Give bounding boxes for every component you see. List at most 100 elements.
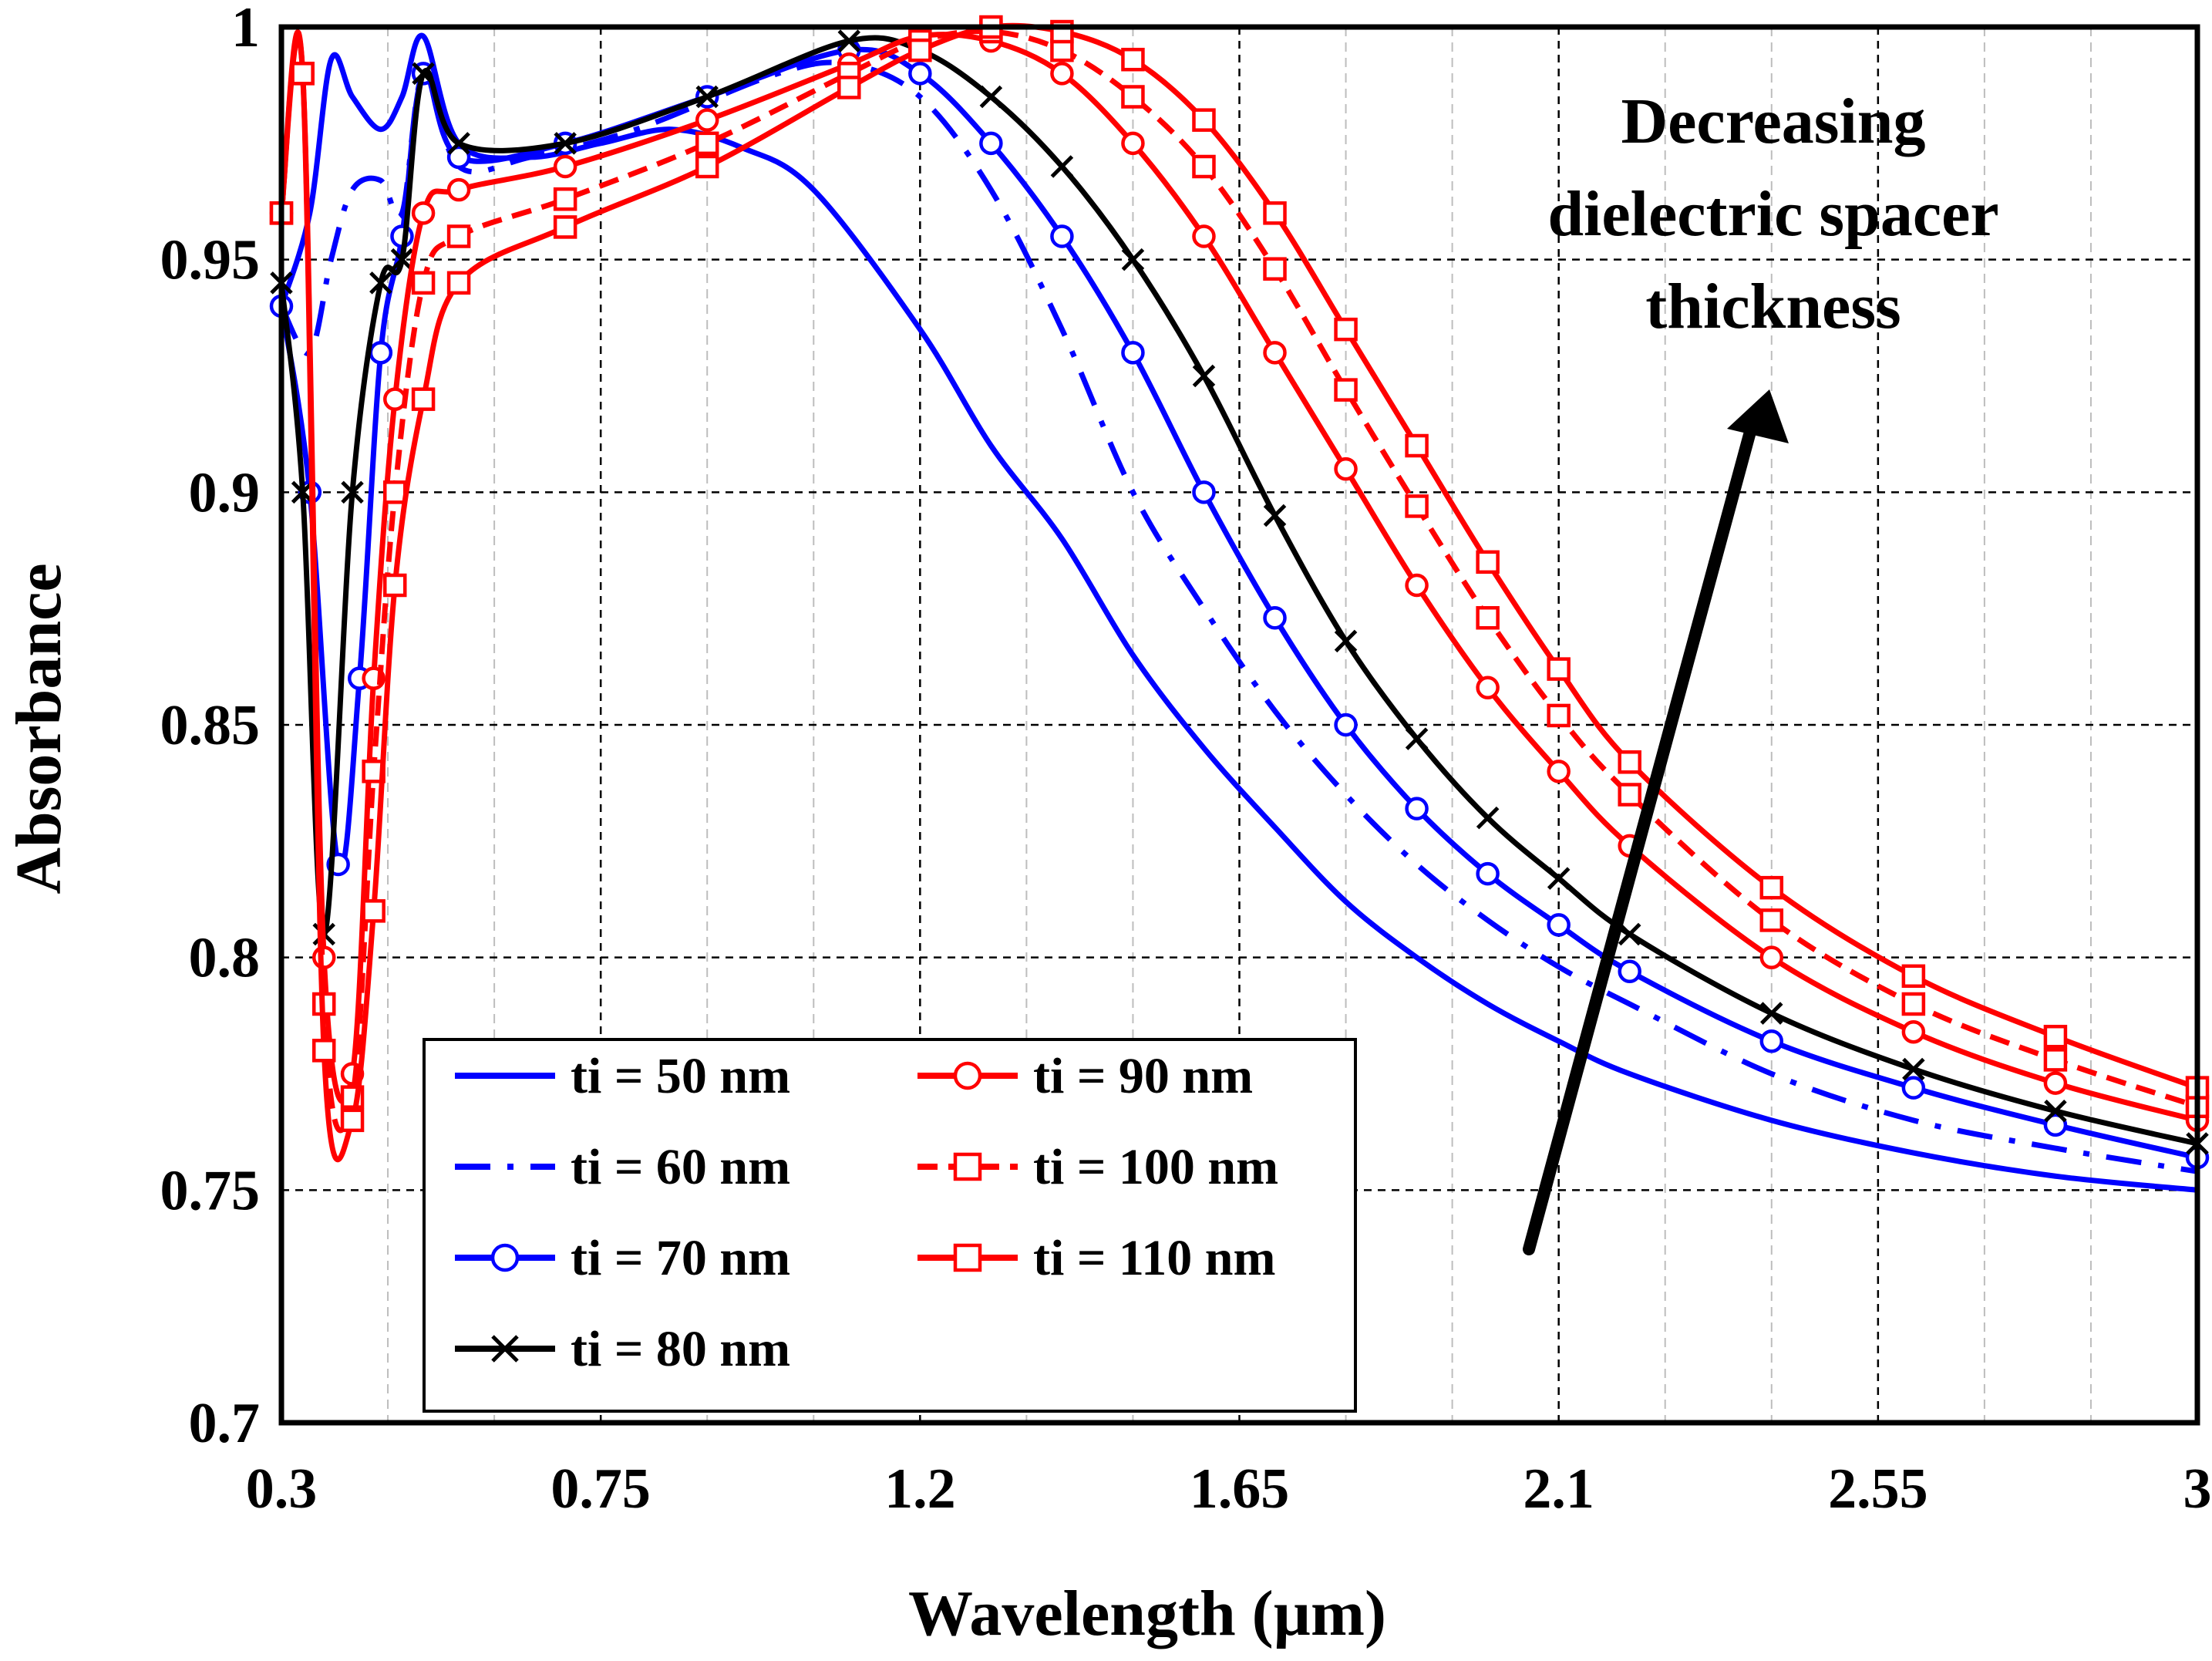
x-tick-label: 1.2 bbox=[884, 1457, 956, 1521]
data-point bbox=[1547, 703, 1571, 728]
data-point bbox=[1547, 760, 1571, 783]
data-point bbox=[362, 899, 386, 923]
data-point bbox=[1121, 341, 1145, 365]
data-point bbox=[695, 108, 719, 132]
data-point bbox=[837, 29, 861, 52]
tick-labels: 0.3 0.75 1.2 1.65 2.1 2.55 3 0.7 0.75 0.8 0.85 0.9 0… bbox=[160, 0, 2212, 1521]
legend-label: ti = 70 nm bbox=[571, 1230, 790, 1286]
legend-label: ti = 110 nm bbox=[1033, 1230, 1275, 1286]
data-point bbox=[1901, 964, 1926, 989]
x-tick-label: 0.3 bbox=[246, 1457, 318, 1521]
data-point bbox=[1759, 1029, 1784, 1053]
legend-item: ti = 80 nm bbox=[455, 1321, 790, 1377]
data-point bbox=[1192, 154, 1216, 179]
y-tick-label: 0.7 bbox=[189, 1392, 261, 1455]
y-tick-label: 0.75 bbox=[160, 1159, 261, 1222]
data-point bbox=[2043, 1024, 2068, 1049]
data-point bbox=[411, 201, 436, 225]
series-line bbox=[278, 46, 2198, 1161]
data-point bbox=[446, 271, 471, 295]
data-point bbox=[412, 62, 435, 86]
data-point bbox=[1476, 550, 1500, 574]
data-point bbox=[2043, 1048, 2068, 1072]
series-line bbox=[278, 29, 2199, 1134]
x-axis-title: Wavelength (µm) bbox=[908, 1578, 1386, 1649]
data-point bbox=[1901, 1019, 1926, 1044]
data-point bbox=[1547, 657, 1571, 681]
annotation-line-3: thickness bbox=[1645, 271, 1901, 342]
legend-box bbox=[423, 1038, 1357, 1413]
data-point bbox=[383, 480, 407, 504]
data-point bbox=[446, 224, 471, 248]
data-point bbox=[1618, 783, 1641, 807]
x-tick-label: 3 bbox=[2183, 1457, 2212, 1521]
data-point bbox=[1405, 433, 1429, 458]
data-point bbox=[1263, 257, 1287, 281]
data-point bbox=[383, 573, 407, 598]
data-point bbox=[411, 387, 436, 411]
data-point bbox=[1263, 341, 1287, 365]
legend-label: ti = 80 nm bbox=[571, 1321, 790, 1377]
x-tick-label: 1.65 bbox=[1190, 1457, 1290, 1521]
y-tick-label: 1 bbox=[231, 0, 260, 59]
legend-label: ti = 100 nm bbox=[1033, 1139, 1278, 1195]
data-point bbox=[979, 85, 1003, 109]
series-4 bbox=[269, 24, 2210, 1133]
x-tick-label: 2.55 bbox=[1828, 1457, 1928, 1521]
data-point bbox=[340, 1108, 365, 1133]
grid bbox=[281, 27, 2197, 1423]
data-point bbox=[1476, 605, 1500, 630]
data-point bbox=[1263, 201, 1287, 225]
data-point bbox=[953, 1152, 982, 1181]
data-point bbox=[979, 131, 1003, 156]
data-point bbox=[953, 1061, 982, 1090]
data-point bbox=[369, 341, 393, 365]
data-point bbox=[1263, 504, 1287, 527]
plot-frame bbox=[278, 24, 2200, 1426]
legend-item: ti = 90 nm bbox=[917, 1048, 1253, 1104]
data-point bbox=[1192, 108, 1216, 132]
data-point bbox=[1759, 908, 1784, 932]
data-point bbox=[390, 248, 414, 271]
data-point bbox=[1902, 1057, 1925, 1081]
legend-item: ti = 70 nm bbox=[455, 1230, 790, 1286]
annotation-line-1: Decreasing bbox=[1621, 86, 1925, 157]
legend-item: ti = 60 nm bbox=[455, 1139, 790, 1195]
data-point bbox=[1405, 494, 1429, 518]
series-line bbox=[278, 22, 2199, 1163]
data-point bbox=[1901, 992, 1926, 1016]
data-point bbox=[446, 145, 471, 170]
data-point bbox=[1405, 797, 1429, 820]
data-point bbox=[1405, 573, 1429, 598]
data-point bbox=[1334, 317, 1358, 342]
data-point bbox=[491, 1335, 519, 1363]
data-point bbox=[553, 154, 577, 179]
data-point bbox=[291, 62, 315, 86]
annotation-arrow-shaft bbox=[1523, 426, 1756, 1255]
data-point bbox=[1759, 945, 1784, 969]
data-point bbox=[1547, 867, 1571, 890]
x-tick-label: 2.1 bbox=[1523, 1457, 1594, 1521]
data-point bbox=[1759, 875, 1784, 900]
data-point bbox=[695, 85, 719, 109]
data-point bbox=[1547, 913, 1571, 937]
data-point bbox=[1121, 131, 1145, 156]
data-point bbox=[447, 132, 470, 155]
data-point bbox=[1618, 922, 1641, 946]
data-point bbox=[837, 76, 861, 99]
legend-item: ti = 110 nm bbox=[917, 1230, 1275, 1286]
data-point bbox=[1050, 38, 1074, 62]
series-0 bbox=[278, 32, 2198, 1193]
data-point bbox=[1334, 629, 1358, 653]
data-point bbox=[1192, 480, 1216, 504]
data-point bbox=[446, 177, 471, 202]
legend-item: ti = 50 nm bbox=[455, 1048, 790, 1104]
data-point bbox=[490, 1243, 520, 1272]
data-point bbox=[1121, 85, 1145, 109]
legend-item: ti = 100 nm bbox=[917, 1139, 1278, 1195]
data-point bbox=[1050, 155, 1074, 178]
series-2 bbox=[269, 38, 2210, 1170]
data-point bbox=[953, 1243, 982, 1272]
data-point bbox=[1334, 378, 1358, 402]
data-point bbox=[1050, 224, 1074, 248]
